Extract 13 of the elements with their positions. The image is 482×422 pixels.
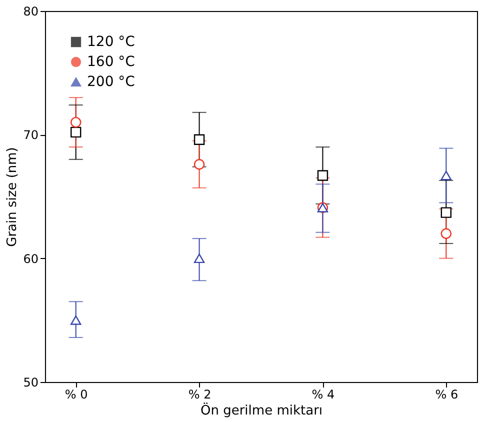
y-tick-label: 80	[23, 4, 38, 18]
legend-label: 200 °C	[87, 74, 136, 90]
legend-label: 160 °C	[87, 54, 136, 70]
x-axis-title: Ön gerilme miktarı	[200, 402, 323, 418]
y-tick-label: 70	[23, 128, 38, 142]
y-tick-label: 60	[23, 252, 38, 266]
x-tick-label: % 6	[435, 388, 458, 402]
x-tick-label: % 0	[64, 388, 88, 402]
legend-label: 120 °C	[87, 34, 136, 50]
x-tick-label: % 2	[188, 388, 212, 402]
y-tick-label: 50	[23, 376, 38, 390]
x-tick-label: % 4	[312, 388, 335, 402]
y-axis-title: Grain size (nm)	[5, 147, 20, 247]
